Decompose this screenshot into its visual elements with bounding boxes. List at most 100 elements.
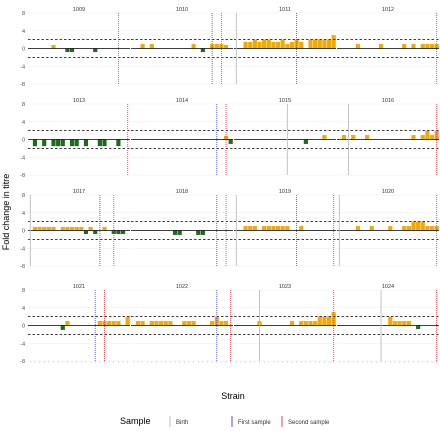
bar — [107, 321, 112, 326]
bar — [223, 135, 229, 140]
bar — [140, 44, 145, 49]
panel: 1022 — [131, 284, 233, 363]
bar — [120, 230, 126, 235]
bar — [266, 39, 271, 49]
panel: 1023 — [234, 284, 336, 363]
bar — [416, 325, 421, 330]
legend-label: Birth — [176, 420, 188, 426]
bar — [200, 48, 205, 53]
bar — [56, 139, 61, 147]
bar — [60, 226, 65, 231]
bar — [191, 44, 196, 49]
bar — [331, 35, 336, 49]
y-axis-label: Fold change in titre — [1, 174, 11, 251]
panel: 1012 — [337, 7, 439, 85]
bar — [42, 226, 47, 231]
bar — [191, 321, 196, 326]
panel: 1010 — [131, 7, 233, 85]
bar — [65, 48, 70, 53]
bar — [69, 48, 75, 53]
bar — [341, 135, 347, 140]
bar — [317, 316, 322, 326]
y-tick-label: 0 — [22, 138, 25, 144]
bar — [355, 226, 360, 231]
panel-title: 1022 — [176, 284, 188, 290]
bar — [69, 226, 75, 231]
y-tick-label: -8 — [20, 173, 25, 179]
bar — [271, 41, 276, 49]
bar — [74, 139, 79, 147]
bar — [149, 321, 154, 326]
bar — [37, 226, 42, 231]
bar — [322, 316, 327, 326]
panel-title: 1024 — [382, 284, 394, 290]
y-tick-label: 0 — [22, 229, 25, 235]
legend-title: Sample — [120, 416, 151, 426]
bar — [411, 221, 416, 231]
bar — [299, 321, 304, 326]
bar — [32, 226, 38, 231]
y-tick-label: 8 — [22, 11, 25, 17]
bar — [219, 44, 224, 49]
bar — [186, 321, 192, 326]
bar — [317, 39, 322, 49]
bar — [289, 321, 295, 326]
panel: 1011 — [234, 7, 336, 85]
bar — [289, 41, 295, 49]
bar — [425, 130, 430, 140]
bar — [51, 44, 56, 49]
bar — [262, 39, 267, 49]
panel: 1020 — [337, 189, 439, 267]
bar — [420, 135, 425, 140]
bar — [83, 139, 89, 147]
bar — [429, 135, 435, 140]
bar — [322, 135, 327, 140]
bar — [299, 226, 304, 231]
panel: 1017 -8 -4 0 4 8 — [20, 189, 130, 270]
bar — [252, 226, 257, 231]
bar — [248, 226, 253, 231]
bar — [266, 226, 271, 231]
legend-label: Second sample — [288, 420, 330, 426]
bar — [313, 39, 318, 49]
y-tick-label: -4 — [20, 341, 25, 347]
y-tick-label: 0 — [22, 47, 25, 53]
bar — [402, 44, 407, 49]
bar — [214, 316, 219, 326]
bar — [200, 230, 205, 235]
panel-title: 1010 — [176, 7, 188, 13]
y-tick-label: 4 — [22, 306, 25, 312]
bar — [97, 139, 102, 147]
panel: 1015 — [234, 98, 336, 176]
bar — [434, 226, 439, 231]
bar — [102, 226, 107, 231]
bar — [79, 226, 84, 231]
panel: 1014 — [131, 98, 233, 176]
bar — [402, 321, 407, 326]
panels: 1009 -8 -4 0 4 8 1010 1011 1012 1013 -8 -4 0 4 8 1014 10… — [20, 7, 439, 365]
y-tick-label: -8 — [20, 82, 25, 88]
panel-title: 1018 — [176, 189, 188, 195]
y-tick-label: 8 — [22, 102, 25, 108]
bar — [402, 226, 407, 231]
panel-title: 1023 — [279, 284, 291, 290]
panel-title: 1021 — [73, 284, 85, 290]
bar — [378, 44, 384, 49]
x-axis-label: Strain — [221, 391, 245, 401]
bar — [257, 41, 262, 49]
bar — [93, 230, 98, 235]
bar — [228, 139, 233, 144]
bar — [93, 48, 98, 53]
y-tick-label: 0 — [22, 324, 25, 330]
bar — [303, 139, 308, 144]
panel-title: 1012 — [382, 7, 394, 13]
bar — [420, 44, 425, 49]
bar — [65, 226, 70, 231]
bar — [51, 139, 56, 147]
bar — [210, 321, 215, 326]
bar — [388, 226, 393, 231]
bar — [275, 226, 281, 231]
bar — [196, 230, 201, 235]
bar — [252, 39, 257, 49]
bar — [406, 321, 411, 326]
